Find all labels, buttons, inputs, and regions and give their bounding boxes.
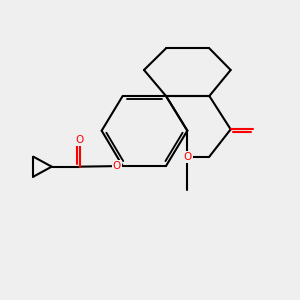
Text: O: O [76, 135, 84, 145]
Text: O: O [183, 152, 191, 162]
Text: O: O [112, 161, 121, 171]
